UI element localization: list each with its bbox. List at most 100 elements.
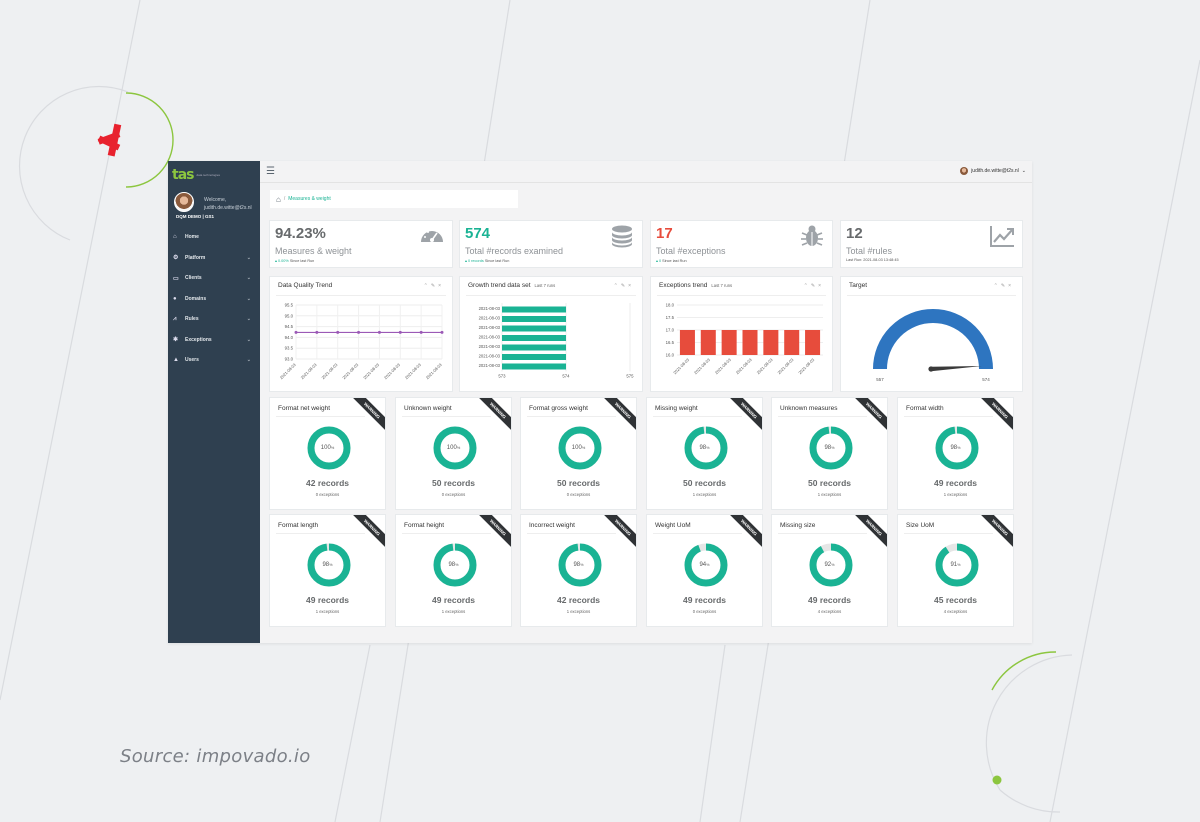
divider bbox=[402, 533, 491, 534]
y-tick-label: 95.5 bbox=[285, 303, 294, 308]
home-icon: ⌂ bbox=[173, 234, 177, 241]
panel-tools[interactable]: ⌃✎× bbox=[614, 283, 634, 289]
sidebar-item-clients[interactable]: ▭ Clients ⌄ bbox=[168, 268, 260, 289]
x-tick-label: 2021-08-03 bbox=[404, 362, 423, 381]
divider bbox=[778, 416, 867, 417]
divider bbox=[402, 416, 491, 417]
rule-title: Format length bbox=[278, 522, 319, 529]
y-tick-label: 93.0 bbox=[285, 357, 294, 362]
divider bbox=[847, 295, 1016, 296]
warning-ribbon: WARNING bbox=[979, 515, 1013, 549]
x-tick-label: 2021-08-03 bbox=[776, 357, 795, 376]
collapse-icon: ⌃ bbox=[993, 283, 1001, 289]
bar bbox=[502, 335, 566, 341]
home-icon[interactable]: ⌂ bbox=[276, 194, 281, 204]
breadcrumb-separator: / bbox=[283, 196, 286, 202]
rule-card[interactable]: Format net weight WARNING 100% 42 records 0 … bbox=[269, 397, 386, 510]
warning-ribbon: WARNING bbox=[351, 398, 385, 432]
rule-percentage: 92% bbox=[824, 562, 835, 568]
rule-title: Format width bbox=[906, 405, 944, 412]
rule-exceptions: 1 exceptions bbox=[441, 609, 466, 614]
warning-ribbon: WARNING bbox=[477, 398, 511, 432]
x-tick-label: 2021-08-03 bbox=[425, 362, 444, 381]
hamburger-menu-icon[interactable]: ☰ bbox=[266, 166, 275, 177]
avatar[interactable] bbox=[174, 192, 194, 212]
x-tick-label: 2021-08-03 bbox=[672, 357, 691, 376]
stat-note-text: Since last Run bbox=[289, 259, 315, 263]
stat-card-score: 94.23% Measures & weight ▴ 0.00% Since l… bbox=[269, 220, 453, 268]
x-tick-label: 574 bbox=[562, 374, 570, 379]
rule-donut bbox=[307, 426, 351, 470]
panel-tools[interactable]: ⌃✎× bbox=[424, 283, 444, 289]
sidebar-item-label: Platform bbox=[185, 254, 206, 261]
gauge-max-label: 574 bbox=[982, 377, 990, 382]
panel-tools[interactable]: ⌃✎× bbox=[804, 283, 824, 289]
rule-percentage: 100% bbox=[571, 445, 586, 451]
rule-donut bbox=[433, 543, 477, 587]
rule-card[interactable]: Format length WARNING 98% 49 records 1 excep… bbox=[269, 514, 386, 627]
sidebar-item-home[interactable]: ⌂ Home bbox=[168, 227, 260, 248]
sidebar-item-exceptions[interactable]: ✱ Exceptions ⌄ bbox=[168, 330, 260, 351]
bar bbox=[679, 330, 695, 355]
sidebar-item-domains[interactable]: ● Domains ⌄ bbox=[168, 289, 260, 310]
rule-card[interactable]: Format gross weight WARNING 100% 50 records… bbox=[520, 397, 637, 510]
collapse-icon: ⌃ bbox=[423, 283, 431, 289]
donut-fill bbox=[684, 426, 728, 470]
rule-exceptions: 0 exceptions bbox=[441, 492, 466, 497]
bar bbox=[502, 306, 566, 313]
warning-ribbon: WARNING bbox=[477, 515, 511, 549]
brand-logo[interactable]: tas data technologies bbox=[172, 167, 256, 183]
stat-value: 574 bbox=[465, 225, 491, 242]
breadcrumb-current[interactable]: Measures & weight bbox=[288, 196, 331, 202]
rule-card[interactable]: Size UoM WARNING 91% 45 records 4 exceptions bbox=[897, 514, 1014, 627]
rule-card[interactable]: Unknown measures WARNING 98% 50 records 1 ex… bbox=[771, 397, 888, 510]
stat-label: Total #records examined bbox=[465, 246, 564, 256]
sidebar-item-users[interactable]: ▲ Users ⌄ bbox=[168, 350, 260, 371]
warning-label: WARNING bbox=[602, 515, 636, 549]
panel-tools[interactable]: ⌃✎× bbox=[994, 283, 1014, 289]
sidebar-item-platform[interactable]: ⚙ Platform ⌄ bbox=[168, 248, 260, 269]
y-tick-label: 16.5 bbox=[666, 340, 675, 345]
breadcrumb: ⌂ / Measures & weight bbox=[270, 190, 518, 208]
stat-delta: ▴ 0 bbox=[656, 259, 662, 263]
stat-label: Measures & weight bbox=[275, 246, 352, 256]
gauge-needle bbox=[931, 366, 982, 372]
rule-card[interactable]: Format height WARNING 98% 49 records 1 excep… bbox=[395, 514, 512, 627]
rule-records: 49 records bbox=[683, 595, 726, 605]
rule-exceptions: 1 exceptions bbox=[943, 492, 968, 497]
divider bbox=[276, 295, 446, 296]
warning-ribbon: WARNING bbox=[602, 398, 636, 432]
user-menu[interactable]: judith.de.witte@t2s.nl ⌄ bbox=[960, 167, 1026, 175]
sidebar-item-label: Users bbox=[185, 357, 199, 364]
y-tick-label: 16.0 bbox=[666, 353, 675, 358]
rule-card[interactable]: Format width WARNING 98% 49 records 1 except… bbox=[897, 397, 1014, 510]
user-email: judith.de.witte@t2s.nl bbox=[204, 205, 252, 211]
rule-donut bbox=[433, 426, 477, 470]
data-point bbox=[398, 330, 402, 334]
x-tick-label: 2021-08-03 bbox=[797, 357, 816, 376]
source-caption: Source: impovado.io bbox=[120, 746, 311, 767]
x-tick-label: 2021-08-03 bbox=[714, 357, 733, 376]
stat-note-text: Since last Run bbox=[662, 259, 687, 263]
rule-title: Incorrect weight bbox=[529, 522, 575, 529]
rule-percentage: 98% bbox=[699, 445, 710, 451]
rule-card[interactable]: Unknown weight WARNING 100% 50 records 0 exc… bbox=[395, 397, 512, 510]
rule-donut bbox=[307, 543, 351, 587]
warning-ribbon: WARNING bbox=[979, 398, 1013, 432]
rule-card[interactable]: Weight UoM WARNING 94% 49 records 0 exceptio… bbox=[646, 514, 763, 627]
divider bbox=[527, 533, 616, 534]
warning-label: WARNING bbox=[477, 398, 511, 432]
panel-title: Growth trend data set Last 7 runs bbox=[468, 282, 556, 289]
sidebar-item-rules[interactable]: ⩘ Rules ⌄ bbox=[168, 309, 260, 330]
warning-ribbon: WARNING bbox=[351, 515, 385, 549]
panel-data-quality-trend: 95.5 95.0 94.5 94.0 93.5 93.0 2021-08-03 2021-0… bbox=[269, 276, 453, 392]
rule-card[interactable]: Missing size WARNING 92% 49 records 4 except… bbox=[771, 514, 888, 627]
rule-exceptions: 1 exceptions bbox=[315, 609, 340, 614]
rule-card[interactable]: Incorrect weight WARNING 98% 42 records 1 ex… bbox=[520, 514, 637, 627]
rule-card[interactable]: Missing weight WARNING 98% 50 records 1 exce… bbox=[646, 397, 763, 510]
x-tick-label: 2021-08-03 bbox=[362, 362, 381, 381]
stat-delta: ▴ 0 records bbox=[465, 259, 484, 263]
donut-fill bbox=[307, 543, 351, 587]
data-point bbox=[315, 330, 319, 334]
close-icon: × bbox=[1008, 283, 1014, 289]
